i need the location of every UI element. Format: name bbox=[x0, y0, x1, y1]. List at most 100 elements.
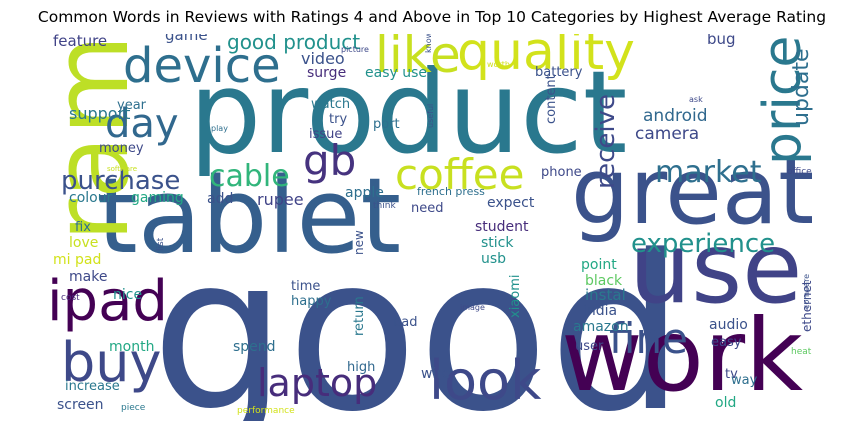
word-useful: useful bbox=[426, 103, 435, 128]
word-look: look bbox=[429, 349, 542, 412]
word-game: game bbox=[165, 34, 208, 44]
word-know: know bbox=[424, 34, 433, 53]
word-piece: piece bbox=[121, 403, 146, 413]
word-market: market bbox=[655, 155, 762, 190]
word-wire: wire bbox=[421, 366, 451, 382]
word-day: day bbox=[105, 101, 179, 147]
word-fine: fine bbox=[609, 314, 688, 363]
word-easy: easy bbox=[711, 335, 742, 350]
word-like: like bbox=[375, 34, 461, 84]
word-cable: cable bbox=[209, 159, 290, 194]
word-product: product bbox=[189, 46, 628, 179]
word-high: high bbox=[347, 360, 376, 375]
word-audio: audio bbox=[709, 317, 748, 333]
word-apple: apple bbox=[345, 185, 384, 201]
word-xiaomi: xiaomi bbox=[508, 274, 523, 318]
word-compare: compare bbox=[802, 273, 811, 309]
word-year: year bbox=[117, 98, 147, 113]
word-mi-pad: mi pad bbox=[53, 252, 102, 268]
word-office: office bbox=[787, 167, 812, 177]
word-cloud: good product tablet work use great ram quality l… bbox=[39, 34, 838, 421]
word-update: update bbox=[789, 48, 814, 126]
word-good: good bbox=[151, 210, 685, 422]
word-laptop: laptop bbox=[257, 361, 378, 405]
word-screen: screen bbox=[57, 397, 104, 413]
word-return: return bbox=[352, 296, 367, 336]
word-video: video bbox=[301, 49, 345, 68]
word-think: think bbox=[373, 201, 396, 211]
word-cost: cost bbox=[61, 293, 80, 303]
word-fix: fix bbox=[75, 220, 91, 235]
word-watch: watch bbox=[311, 97, 351, 112]
word-picture: picture bbox=[341, 45, 369, 54]
word-money: money bbox=[99, 141, 144, 156]
figure-title: Common Words in Reviews with Ratings 4 a… bbox=[37, 8, 827, 26]
word-work: work bbox=[561, 297, 803, 414]
word-experience: experience bbox=[631, 229, 776, 259]
word-happy: happy bbox=[291, 294, 332, 309]
word-new: new bbox=[352, 230, 366, 255]
word-image: image bbox=[460, 303, 485, 312]
word-gb: gb bbox=[303, 136, 357, 185]
word-use: use bbox=[629, 212, 803, 326]
word-cloud-canvas: good product tablet work use great ram quality l… bbox=[39, 34, 838, 421]
word-camera: camera bbox=[635, 124, 700, 144]
word-point: point bbox=[581, 257, 617, 273]
word-month: month bbox=[109, 339, 155, 355]
word-buy: buy bbox=[61, 331, 162, 394]
word-heat: heat bbox=[791, 347, 812, 357]
word-good-product: good product bbox=[227, 34, 361, 54]
word-android: android bbox=[643, 106, 708, 126]
word-stick: stick bbox=[481, 235, 514, 251]
word-student: student bbox=[475, 219, 529, 235]
word-tv: tv bbox=[725, 367, 738, 382]
word-ipad: ipad bbox=[47, 269, 168, 334]
word-bug: bug bbox=[707, 34, 736, 48]
word-issue: issue bbox=[309, 127, 343, 142]
word-quality: quality bbox=[457, 34, 635, 82]
word-expect: expect bbox=[487, 195, 535, 211]
word-need: need bbox=[411, 201, 444, 216]
word-black: black bbox=[585, 273, 623, 289]
word-add: add bbox=[207, 191, 234, 207]
word-spend: spend bbox=[233, 339, 276, 355]
word-rupee: rupee bbox=[257, 190, 304, 209]
word-purchase: purchase bbox=[61, 166, 181, 196]
word-software: software bbox=[107, 165, 138, 173]
word-device: device bbox=[123, 38, 281, 94]
word-try: try bbox=[329, 112, 348, 127]
word-gaming: gaming bbox=[131, 190, 184, 206]
word-tablet: tablet bbox=[97, 155, 402, 277]
word-make: make bbox=[69, 269, 108, 285]
word-ask: ask bbox=[689, 95, 703, 104]
word-way: way bbox=[731, 373, 758, 388]
word-amazon: amazon bbox=[573, 319, 629, 335]
word-worth: worth bbox=[487, 60, 510, 69]
word-content: content bbox=[544, 74, 559, 124]
word-colour: colour bbox=[69, 190, 113, 206]
word-battery: battery bbox=[535, 65, 583, 80]
word-great: great bbox=[571, 138, 815, 245]
word-performance: performance bbox=[237, 406, 295, 416]
word-increase: increase bbox=[65, 379, 120, 394]
word-love: love bbox=[69, 235, 99, 251]
word-coffee: coffee bbox=[395, 150, 525, 199]
word-usb: usb bbox=[481, 251, 507, 267]
word-bad: bad bbox=[393, 315, 418, 330]
word-india: india bbox=[583, 303, 618, 319]
word-surge: surge bbox=[307, 65, 347, 81]
word-instal: instal bbox=[585, 286, 626, 304]
word-old: old bbox=[715, 395, 737, 411]
word-nice: nice bbox=[113, 287, 143, 303]
word-support: support bbox=[69, 104, 131, 123]
word-feature: feature bbox=[53, 34, 108, 50]
word-phone: phone bbox=[541, 165, 582, 180]
word-easy-use: easy use bbox=[365, 65, 428, 81]
word-list: list bbox=[156, 237, 166, 251]
word-port: port bbox=[373, 117, 400, 132]
word-receive: receive bbox=[591, 93, 621, 189]
word-play: play bbox=[211, 124, 228, 133]
word-user: user bbox=[575, 339, 604, 354]
word-time: time bbox=[291, 279, 321, 294]
word-french-press: french press bbox=[417, 185, 485, 198]
